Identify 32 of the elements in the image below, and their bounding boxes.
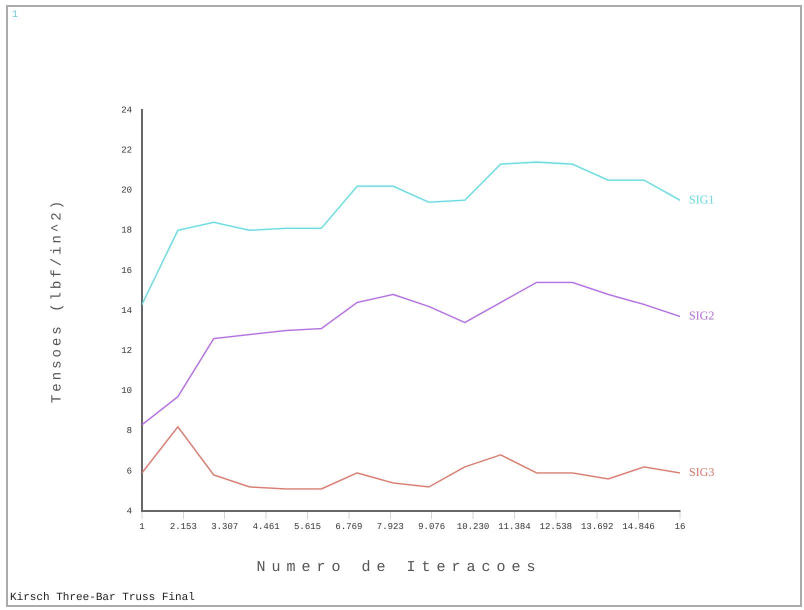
- x-tick-label: 16: [674, 522, 686, 532]
- text: Kirsch Three-Bar Truss Final: [10, 592, 195, 604]
- y-tick-label: 18: [121, 226, 132, 236]
- y-tick-label: 12: [121, 346, 132, 356]
- x-tick-label: 12.538: [540, 522, 572, 532]
- x-tick-label: 14.846: [622, 522, 655, 532]
- x-tick-label: 10.230: [456, 522, 490, 532]
- x-tick-label: 1: [139, 522, 145, 532]
- y-tick-label: 16: [121, 266, 132, 276]
- y-tick-label: 6: [126, 466, 132, 476]
- y-tick-label: 14: [121, 306, 132, 316]
- x-tick-label: 2.153: [170, 522, 197, 532]
- series-label: SIG1: [689, 192, 714, 206]
- x-tick-label: 3.307: [211, 522, 238, 532]
- y-tick-label: 4: [126, 506, 132, 516]
- x-tick-label: 9.076: [418, 522, 446, 532]
- series-label: SIG2: [689, 308, 714, 323]
- x-tick-label: 5.615: [294, 522, 322, 532]
- x-tick-label: 6.769: [335, 522, 362, 532]
- series-label: SIG3: [689, 465, 714, 480]
- x-tick-label: 13.692: [581, 522, 614, 532]
- x-tick-label: 11.384: [498, 522, 531, 532]
- y-tick-label: 20: [121, 186, 132, 196]
- x-axis-title: Numero de Iteracoes: [256, 558, 542, 576]
- y-axis-title: Tensoes (lbf/in^2): [50, 198, 66, 404]
- x-tick-label: 4.461: [252, 522, 280, 532]
- y-tick-label: 24: [121, 105, 132, 116]
- y-tick-label: 22: [121, 145, 132, 156]
- y-tick-label: 10: [121, 386, 132, 396]
- text: 1: [12, 10, 18, 21]
- y-tick-label: 8: [126, 426, 132, 436]
- x-tick-label: 7.923: [376, 522, 404, 532]
